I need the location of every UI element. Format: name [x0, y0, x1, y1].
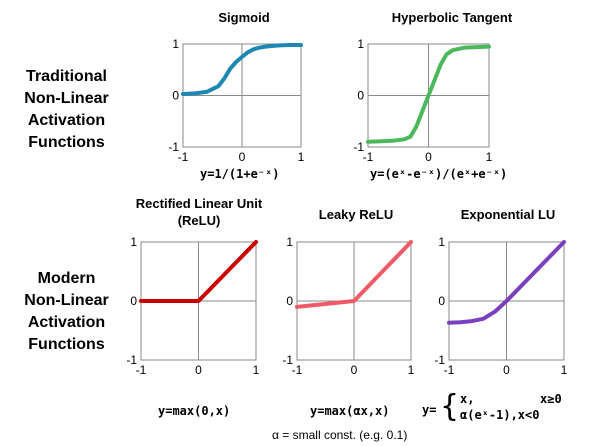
tanh-x-tick-label: -1	[363, 150, 374, 164]
elu-x-tick-label: -1	[444, 363, 455, 377]
relu-formula: y=max(0,x)	[158, 404, 231, 418]
leaky-relu-y-tick-label: 1	[286, 235, 293, 249]
elu-formula-case1-cond: x≥0	[540, 392, 562, 406]
row-label-line: Traditional	[26, 68, 107, 85]
relu-x-tick-label: 1	[253, 363, 260, 377]
elu-formula-prefix: y=	[422, 403, 437, 417]
elu-formula-case1: x,	[460, 392, 475, 406]
elu-x-tick-label: 1	[561, 363, 568, 377]
row-label-line: Activation	[27, 314, 106, 331]
elu-series-line	[447, 240, 566, 325]
tanh-y-tick-label: -1	[353, 140, 364, 154]
sigmoid-x-tick-label: 0	[239, 150, 246, 164]
tanh-y-tick-label: 0	[357, 89, 364, 103]
elu-y-tick-label: 0	[438, 294, 445, 308]
relu-x-tick-label: -1	[136, 363, 147, 377]
relu-y-tick-label: 1	[130, 235, 137, 249]
sigmoid-title: Sigmoid	[218, 10, 270, 25]
leaky-relu-title: Leaky ReLU	[318, 207, 394, 222]
elu-formula-case2: α(eˣ-1),x<0	[460, 408, 540, 422]
elu-x-tick-label: 0	[503, 363, 510, 377]
leaky-relu-y-tick-label: -1	[282, 353, 293, 367]
row-label-line: Functions	[28, 336, 105, 353]
elu-formula: y= { x, x≥0 α(eˣ-1),x<0	[420, 392, 590, 426]
tanh-x-tick-label: 1	[486, 150, 493, 164]
elu-y-tick-label: 1	[438, 235, 445, 249]
relu-series-line	[139, 240, 258, 303]
row-label-line: Non-Linear	[24, 292, 109, 309]
elu-title: Exponential LU	[460, 207, 556, 222]
sigmoid-x-tick-label: -1	[178, 150, 189, 164]
sigmoid-series-line	[181, 43, 303, 96]
tanh-series-line	[366, 44, 491, 144]
elu-y-tick-label: -1	[434, 353, 445, 367]
row-label-line: Non-Linear	[24, 90, 109, 107]
sigmoid-y-tick-label: 1	[172, 37, 179, 51]
tanh-title: Hyperbolic Tangent	[391, 10, 513, 25]
tanh-y-tick-label: 1	[357, 37, 364, 51]
traditional-row-label: Traditional Non-Linear Activation Functi…	[4, 66, 129, 154]
sigmoid-y-tick-label: -1	[168, 140, 179, 154]
leaky-relu-y-tick-label: 0	[286, 294, 293, 308]
row-label-line: Activation	[27, 112, 106, 129]
leaky-relu-formula: y=max(αx,x)	[310, 404, 390, 418]
relu-y-tick-label: 0	[130, 294, 137, 308]
sigmoid-formula: y=1/(1+e⁻ˣ)	[200, 167, 280, 181]
leaky-relu-series-line	[295, 240, 413, 309]
relu-title: Rectified Linear Unit (ReLU)	[135, 196, 263, 228]
row-label-line: Modern	[37, 270, 96, 287]
leaky-relu-x-tick-label: 0	[351, 363, 358, 377]
tanh-formula: y=(eˣ-e⁻ˣ)/(eˣ+e⁻ˣ)	[370, 167, 508, 181]
footnote: α = small const. (e.g. 0.1)	[272, 428, 408, 442]
sigmoid-y-tick-label: 0	[172, 89, 179, 103]
brace-icon: {	[440, 389, 460, 424]
relu-y-tick-label: -1	[126, 353, 137, 367]
leaky-relu-x-tick-label: -1	[292, 363, 303, 377]
row-label-line: Functions	[28, 134, 105, 151]
modern-row-label: Modern Non-Linear Activation Functions	[4, 268, 129, 356]
relu-x-tick-label: 0	[195, 363, 202, 377]
leaky-relu-x-tick-label: 1	[408, 363, 415, 377]
sigmoid-x-tick-label: 1	[298, 150, 305, 164]
tanh-x-tick-label: 0	[425, 150, 432, 164]
